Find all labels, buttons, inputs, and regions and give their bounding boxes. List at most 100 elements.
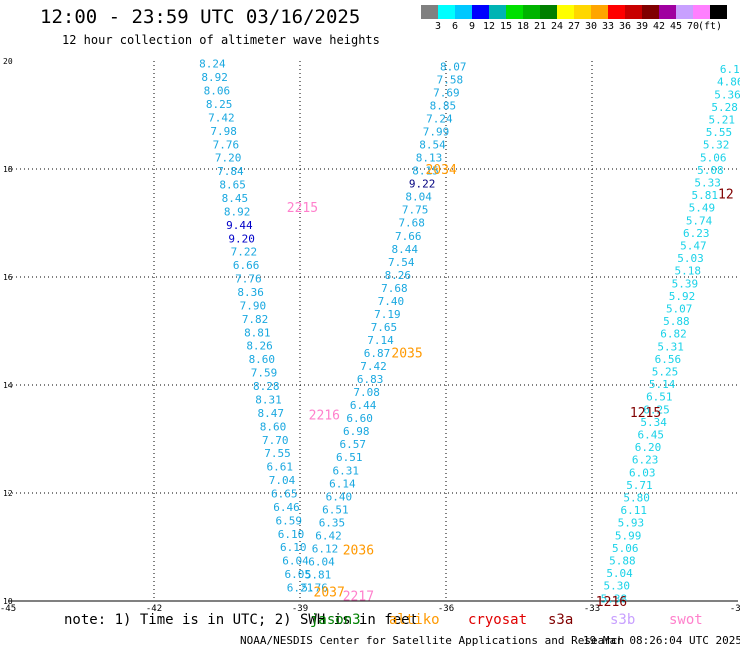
pass-time-label: 12: [718, 187, 734, 202]
colorbar-swatch: [489, 5, 506, 19]
y-tick-label: 20: [3, 57, 13, 66]
wave-height-value: 7.99: [423, 126, 450, 139]
wave-height-value: 5.81: [691, 189, 718, 202]
wave-height-value: 5.28: [711, 101, 738, 114]
colorbar-swatch: [642, 5, 659, 19]
wave-height-value: 6.14: [329, 477, 356, 490]
page-subtitle: 12 hour collection of altimeter wave hei…: [62, 33, 380, 47]
wave-height-value: 8.26: [246, 340, 273, 353]
colorbar-swatch: [506, 5, 523, 19]
wave-height-value: 7.65: [371, 321, 398, 334]
wave-height-value: 5.36: [714, 88, 740, 101]
colorbar-label: 12: [482, 21, 496, 32]
wave-height-value: 8.92: [201, 71, 228, 84]
legend-item-jason3: jason3: [310, 612, 361, 628]
wave-height-value: 7.20: [215, 152, 242, 165]
colorbar-swatch: [523, 5, 540, 19]
legend-item-s3b: s3b: [610, 612, 636, 628]
wave-height-value: 8.26: [385, 269, 412, 282]
wave-height-value: 6.42: [315, 529, 342, 542]
wave-height-value: 6.46: [273, 501, 300, 514]
wave-height-value: 8.31: [255, 393, 282, 406]
wave-height-value: 5.04: [606, 567, 633, 580]
wave-height-value: 7.58: [437, 73, 464, 86]
wave-height-value: 8.47: [258, 407, 285, 420]
legend-item-cryosat: cryosat: [468, 612, 528, 628]
colorbar-swatch: [591, 5, 608, 19]
wave-height-value: 7.76: [235, 273, 262, 286]
wave-height-value: 6.20: [635, 441, 662, 454]
wave-height-value: 7.76: [213, 138, 240, 151]
wave-height-value: 8.25: [206, 98, 233, 111]
wave-height-value: 6.65: [271, 487, 298, 500]
wave-height-value: 6.10: [278, 528, 305, 541]
wave-height-value: 7.24: [426, 113, 453, 126]
x-tick-label: -42: [146, 604, 162, 614]
wave-height-value: 6.11: [621, 504, 648, 517]
wave-height-value: 7.55: [264, 447, 291, 460]
wave-height-value: 5.49: [689, 202, 716, 215]
wave-height-value: 7.22: [231, 246, 258, 259]
colorbar-label: 3: [434, 21, 442, 32]
wave-height-value: 6.10: [280, 541, 307, 554]
wave-height-value: 5.32: [703, 139, 730, 152]
wave-height-value: 8.60: [260, 420, 287, 433]
wave-height-value: 6.51: [336, 451, 363, 464]
wave-height-value: 5.88: [663, 315, 690, 328]
wave-height-value: 8.24: [199, 58, 226, 71]
pass-time-label: 2216: [309, 409, 340, 424]
wave-height-value: 8.81: [244, 326, 271, 339]
wave-height-value: 7.75: [402, 204, 429, 217]
page-title: 12:00 - 23:59 UTC 03/16/2025: [40, 6, 361, 28]
wave-height-value: 6.66: [233, 259, 260, 272]
pass-time-label: 2217: [343, 590, 374, 605]
wave-height-value: 8.85: [430, 99, 457, 112]
wave-height-value: 5.25: [652, 366, 679, 379]
wave-height-value: 8.65: [219, 179, 246, 192]
wave-height-value: 5.99: [615, 529, 642, 542]
wave-height-value: 8.54: [419, 139, 446, 152]
x-tick-label: -30: [730, 604, 740, 614]
wave-height-value: 7.66: [395, 230, 422, 243]
wave-height-value: 6.35: [319, 516, 346, 529]
wave-height-value: 6.05: [285, 568, 312, 581]
wave-height-value: 5.21: [709, 114, 736, 127]
pass-time-label: 2036: [343, 544, 374, 559]
wave-height-value: 5.34: [640, 416, 667, 429]
colorbar-label: (ft): [697, 21, 723, 32]
wave-height-colorbar: [421, 5, 727, 19]
y-tick-label: 12: [3, 489, 13, 498]
y-tick-label: 14: [3, 381, 13, 390]
wave-height-value: 7.42: [360, 360, 387, 373]
wave-height-value: 6.57: [339, 438, 366, 451]
wave-height-value: 8.44: [392, 243, 419, 256]
wave-height-value: 6.45: [638, 429, 665, 442]
wave-height-value: 6.82: [660, 328, 687, 341]
pass-time-label: 2215: [287, 201, 318, 216]
colorbar-swatch: [574, 5, 591, 19]
footnote: note: 1) Time is in UTC; 2) SWH is in fe…: [64, 612, 419, 628]
wave-height-value: 6.40: [326, 490, 353, 503]
wave-height-value: 6.31: [333, 464, 360, 477]
colorbar-swatch: [710, 5, 727, 19]
wave-height-value: 5.71: [626, 479, 653, 492]
wave-height-value: 7.98: [210, 125, 237, 138]
wave-height-value: 8.45: [222, 192, 249, 205]
colorbar-label: 70: [686, 21, 700, 32]
pass-time-label: 2035: [391, 347, 422, 362]
credit-text: NOAA/NESDIS Center for Satellite Applica…: [240, 634, 625, 647]
colorbar-swatch: [455, 5, 472, 19]
wave-height-value: 7.59: [251, 367, 278, 380]
wave-height-value: 7.08: [353, 386, 380, 399]
wave-height-value: 8.60: [249, 353, 276, 366]
wave-height-value: 5.30: [603, 580, 630, 593]
legend-item-altiko: altiko: [389, 612, 440, 628]
colorbar-label: 18: [516, 21, 530, 32]
colorbar-label: 30: [584, 21, 598, 32]
colorbar-label: 39: [635, 21, 649, 32]
wave-height-value: 5.31: [657, 340, 684, 353]
wave-height-value: 5.03: [677, 252, 704, 265]
wave-height-value: 5.88: [609, 555, 636, 568]
wave-height-value: 4.86: [717, 76, 740, 89]
wave-height-value: 5.14: [649, 378, 676, 391]
